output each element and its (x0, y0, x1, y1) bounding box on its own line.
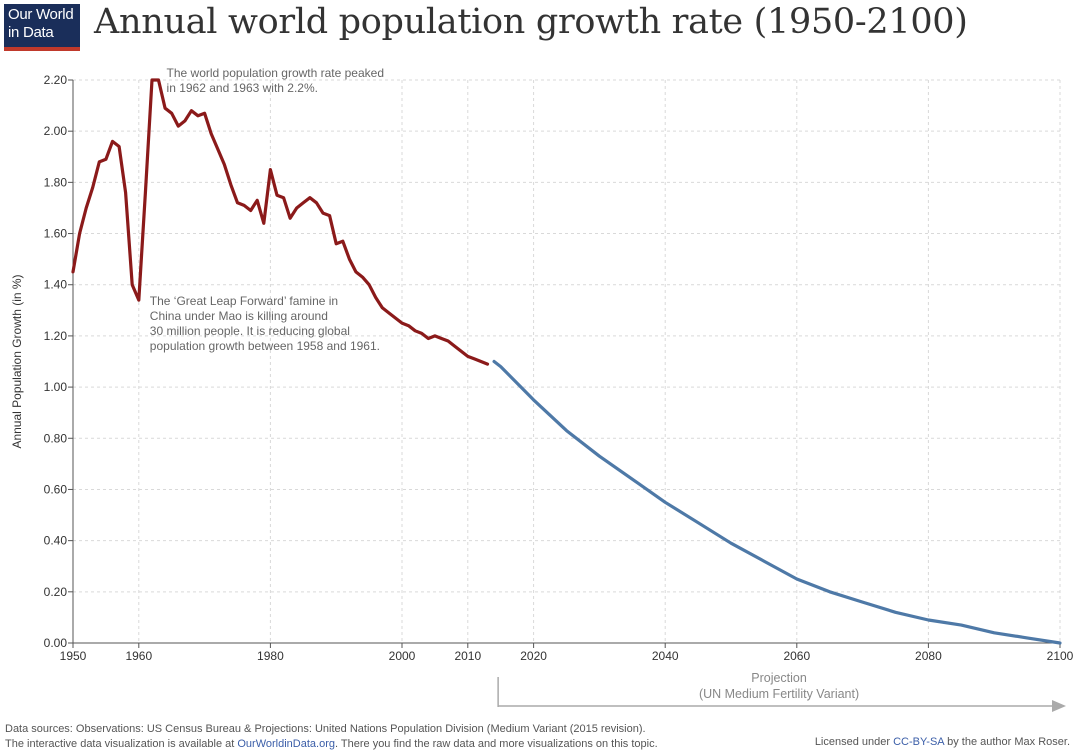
annotation-famine-line: 30 million people. It is reducing global (150, 324, 350, 338)
x-tick-label: 2060 (783, 649, 810, 663)
owid-link[interactable]: OurWorldinData.org (237, 738, 335, 750)
annotation-famine-line: The ‘Great Leap Forward’ famine in (150, 294, 338, 308)
interactive-prefix: The interactive data visualization is av… (5, 738, 238, 750)
annotation-famine: The ‘Great Leap Forward’ famine inChina … (150, 294, 380, 353)
x-tick-label: 2020 (520, 649, 547, 663)
projection-points (494, 361, 1061, 644)
chart-title: Annual world population growth rate (195… (94, 2, 968, 42)
owid-logo: Our World in Data (4, 4, 80, 51)
y-tick-label: 1.40 (44, 278, 68, 292)
y-tick-label: 1.80 (44, 175, 68, 189)
x-tick-label: 1960 (125, 649, 152, 663)
x-tick-label: 1950 (60, 649, 87, 663)
logo-accent-bar (4, 47, 80, 51)
y-tick-label: 1.20 (44, 329, 68, 343)
y-tick-label: 0.60 (44, 482, 68, 496)
y-tick-label: 1.00 (44, 380, 68, 394)
projection-marker: Projection (UN Medium Fertility Variant) (497, 671, 1066, 712)
grid-lines (72, 79, 1061, 644)
y-axis-label: Annual Population Growth (in %) (10, 274, 24, 448)
license-prefix: Licensed under (814, 736, 894, 748)
interactive-suffix: . There you find the raw data and more v… (334, 738, 658, 750)
license-suffix: by the author Max Roser. (944, 736, 1070, 748)
annotation-famine-line: population growth between 1958 and 1961. (150, 339, 380, 353)
annotation-peak-line: in 1962 and 1963 with 2.2%. (167, 81, 318, 95)
license-line: Licensed under CC-BY-SA by the author Ma… (815, 736, 1070, 748)
growth-rate-chart: 0.00 0.20 0.40 0.60 0.80 1.00 1.20 1.40 1.60 1.80… (10, 66, 1074, 712)
projection-label: Projection (751, 671, 807, 685)
x-tick-label: 2010 (454, 649, 481, 663)
observed-points (72, 79, 488, 365)
projection-sublabel: (UN Medium Fertility Variant) (699, 687, 859, 701)
license-link[interactable]: CC-BY-SA (893, 736, 945, 748)
interactive-line: The interactive data visualization is av… (5, 737, 658, 752)
footer-sources: Data sources: Observations: US Census Bu… (5, 722, 658, 752)
y-tick-label: 0.40 (44, 534, 68, 548)
y-tick-label: 0.00 (44, 636, 68, 650)
y-tick-label: 2.20 (44, 73, 68, 87)
y-tick-label: 0.80 (44, 431, 68, 445)
logo-line-1: Our World (8, 6, 74, 23)
x-tick-labels: 1950 1960 1980 2000 2010 2020 2040 2060 2080 2100 (60, 643, 1074, 663)
annotation-peak: The world population growth rate peakedi… (167, 66, 384, 95)
x-tick-label: 1980 (257, 649, 284, 663)
y-tick-label: 2.00 (44, 124, 68, 138)
projection-series-line (492, 359, 1062, 645)
y-tick-label: 0.20 (44, 585, 68, 599)
y-tick-labels: 0.00 0.20 0.40 0.60 0.80 1.00 1.20 1.40 1.60 1.80… (44, 73, 73, 650)
logo-line-2: in Data (8, 24, 54, 41)
sources-line: Data sources: Observations: US Census Bu… (5, 723, 646, 735)
x-tick-label: 2100 (1047, 649, 1074, 663)
projection-arrow-head (1052, 700, 1066, 712)
x-tick-label: 2080 (915, 649, 942, 663)
x-tick-label: 2040 (652, 649, 679, 663)
annotation-peak-line: The world population growth rate peaked (167, 66, 384, 80)
observed-series-line (71, 78, 490, 366)
y-tick-label: 1.60 (44, 227, 68, 241)
x-tick-label: 2000 (389, 649, 416, 663)
annotation-famine-line: China under Mao is killing around (150, 309, 328, 323)
